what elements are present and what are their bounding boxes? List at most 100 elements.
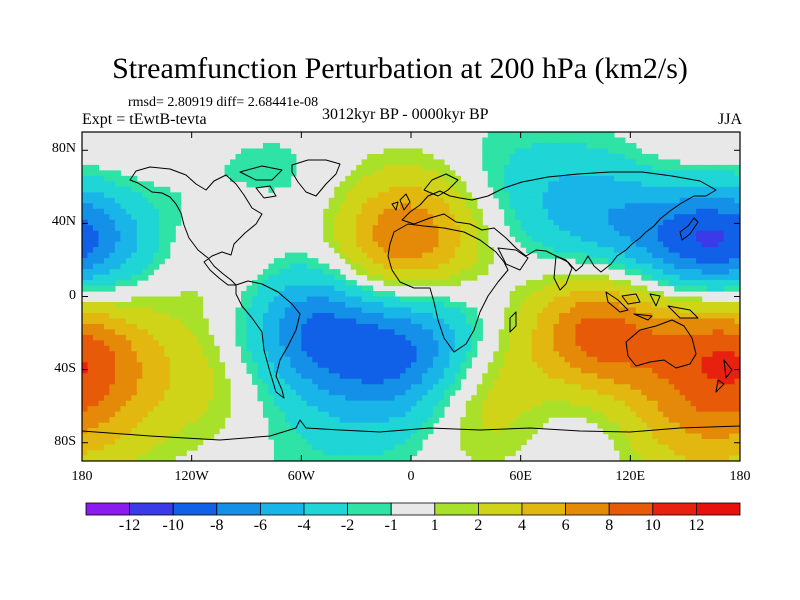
field-cell	[120, 241, 127, 248]
field-cell	[542, 142, 549, 150]
field-cell	[284, 351, 291, 358]
field-cell	[696, 214, 703, 221]
field-cell	[531, 384, 538, 391]
field-cell	[696, 323, 703, 330]
field-cell	[180, 406, 187, 413]
field-cell	[186, 301, 193, 309]
field-cell	[696, 356, 703, 363]
field-cell	[608, 203, 615, 210]
field-cell	[427, 153, 434, 161]
field-cell	[367, 258, 374, 265]
field-cell	[186, 422, 193, 429]
field-cell	[400, 170, 407, 177]
field-cell	[125, 192, 132, 199]
field-cell	[515, 164, 522, 171]
field-cell	[575, 411, 582, 418]
field-cell	[460, 192, 467, 199]
field-cell	[191, 378, 198, 385]
field-cell	[602, 186, 609, 193]
field-cell	[169, 334, 176, 341]
field-cell	[674, 170, 681, 177]
field-cell	[284, 269, 291, 276]
field-cell	[635, 301, 642, 309]
field-cell	[564, 307, 571, 314]
field-cell	[580, 318, 588, 325]
field-cell	[246, 334, 253, 341]
field-cell	[619, 208, 626, 215]
field-cell	[175, 400, 182, 407]
field-cell	[674, 164, 681, 171]
field-cell	[471, 323, 478, 330]
field-cell	[586, 142, 593, 150]
field-cell	[136, 247, 143, 254]
field-cell	[367, 373, 374, 380]
field-cell	[668, 159, 675, 166]
field-cell	[92, 247, 100, 254]
field-cell	[718, 274, 725, 281]
field-cell	[641, 406, 648, 413]
field-cell	[542, 367, 549, 374]
field-cell	[389, 318, 396, 325]
field-cell	[564, 406, 571, 413]
field-cell	[109, 301, 116, 309]
field-cell	[454, 378, 461, 385]
field-cell	[301, 406, 308, 413]
field-cell	[197, 312, 204, 320]
field-cell	[180, 307, 187, 314]
field-cell	[317, 400, 324, 407]
field-cell	[405, 428, 412, 435]
field-cell	[169, 373, 176, 380]
field-cell	[411, 301, 418, 309]
field-cell	[120, 406, 127, 413]
field-cell	[652, 219, 659, 226]
field-cell	[493, 192, 500, 199]
field-cell	[103, 241, 111, 248]
field-cell	[707, 411, 714, 418]
field-cell	[674, 225, 681, 232]
field-cell	[674, 362, 681, 369]
field-cell	[367, 395, 374, 402]
field-cell	[449, 236, 456, 243]
field-cell	[504, 318, 511, 325]
field-cell	[164, 247, 171, 254]
field-cell	[186, 428, 193, 435]
field-cell	[241, 301, 248, 309]
field-cell	[372, 269, 379, 276]
field-cell	[707, 225, 714, 232]
field-cell	[169, 318, 176, 325]
field-cell	[427, 340, 434, 347]
field-cell	[718, 340, 725, 347]
field-cell	[432, 351, 440, 358]
field-cell	[306, 362, 313, 369]
field-cell	[471, 422, 478, 429]
field-cell	[553, 197, 560, 204]
field-cell	[268, 280, 275, 287]
field-cell	[553, 236, 560, 243]
field-cell	[619, 334, 626, 341]
field-cell	[257, 367, 264, 374]
field-cell	[284, 318, 291, 325]
field-cell	[427, 214, 434, 221]
field-cell	[690, 406, 697, 413]
field-cell	[208, 373, 215, 380]
field-cell	[564, 323, 571, 330]
field-cell	[383, 258, 390, 265]
field-cell	[657, 312, 664, 320]
field-cell	[701, 274, 708, 281]
field-cell	[323, 362, 330, 369]
field-cell	[268, 356, 275, 363]
field-cell	[613, 236, 620, 243]
field-cell	[273, 428, 280, 435]
field-cell	[696, 170, 703, 177]
field-cell	[438, 186, 445, 193]
field-cell	[685, 428, 692, 435]
field-cell	[197, 389, 204, 396]
field-cell	[312, 301, 319, 309]
field-cell	[674, 269, 681, 276]
field-cell	[290, 367, 297, 374]
field-cell	[454, 263, 461, 270]
field-cell	[509, 197, 516, 204]
field-cell	[389, 252, 396, 259]
field-cell	[158, 252, 165, 259]
field-cell	[729, 373, 736, 380]
